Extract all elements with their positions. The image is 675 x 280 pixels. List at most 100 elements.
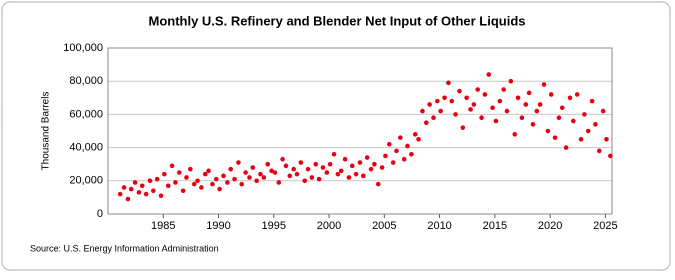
point (582, 112, 587, 117)
point (574, 92, 580, 97)
point (501, 87, 506, 92)
point (125, 196, 131, 202)
point (258, 171, 263, 177)
y-tick-label: 60,000 (69, 108, 103, 120)
point (313, 161, 319, 167)
point (571, 118, 576, 124)
point (298, 160, 304, 165)
point (398, 135, 403, 140)
point (420, 108, 425, 114)
point (147, 178, 153, 184)
point (117, 191, 123, 197)
point (173, 180, 178, 185)
point (302, 178, 308, 184)
plot-border (107, 47, 613, 215)
source: Source: U.S. Energy Information Administ… (30, 243, 219, 253)
point (214, 176, 219, 182)
point (482, 92, 488, 97)
point (457, 88, 462, 94)
point (254, 178, 259, 184)
point (556, 115, 562, 121)
point (541, 82, 547, 87)
point (294, 171, 300, 177)
point (545, 128, 551, 134)
point (383, 153, 388, 159)
point (604, 137, 609, 142)
point (327, 161, 333, 167)
point (128, 186, 134, 192)
point (468, 107, 473, 112)
point (357, 160, 363, 165)
point (401, 156, 407, 162)
point (464, 95, 469, 101)
y-tick-label: 40,000 (69, 142, 103, 154)
point (552, 135, 558, 140)
point (335, 171, 341, 177)
point (346, 175, 352, 180)
point (453, 112, 458, 117)
point (162, 171, 167, 177)
point (368, 166, 374, 172)
point (427, 102, 432, 107)
point (523, 102, 529, 107)
point (497, 98, 503, 104)
point (272, 170, 278, 175)
point (188, 166, 193, 172)
point (353, 171, 359, 177)
point (151, 188, 156, 194)
point (600, 108, 606, 114)
point (247, 175, 252, 180)
point (195, 178, 200, 184)
point (283, 163, 289, 169)
point (435, 98, 440, 104)
point (563, 145, 569, 150)
x-tick-label: 1995 (262, 220, 286, 232)
point (305, 166, 311, 172)
point (143, 191, 149, 197)
point (375, 181, 381, 187)
point (372, 161, 377, 167)
point (324, 170, 330, 175)
point (221, 173, 226, 179)
y-tick-label: 100,000 (63, 42, 103, 54)
point (412, 132, 418, 137)
point (446, 80, 451, 86)
x-tick-label: 2005 (372, 220, 396, 232)
point (261, 175, 267, 180)
y-tick-label: 20,000 (69, 175, 103, 187)
point (265, 161, 271, 167)
point (504, 108, 510, 114)
point (490, 105, 495, 111)
point (526, 90, 532, 96)
point (202, 171, 208, 177)
point (596, 148, 602, 154)
point (139, 183, 145, 189)
point (199, 185, 204, 190)
point (416, 137, 421, 142)
point (471, 102, 477, 107)
point (169, 163, 175, 169)
x-tick-label: 2000 (317, 220, 341, 232)
point (512, 132, 518, 137)
point (537, 102, 543, 107)
point (361, 173, 366, 179)
point (291, 166, 296, 172)
point (239, 181, 245, 187)
point (338, 168, 344, 174)
chart-title: Monthly U.S. Refinery and Blender Net In… (148, 13, 525, 28)
point (442, 95, 447, 101)
x-tick-label: 2025 (593, 220, 617, 232)
x-tick-label: 2015 (483, 220, 507, 232)
x-tick-label: 1990 (206, 220, 230, 232)
point (236, 160, 241, 165)
point (158, 193, 164, 199)
point (132, 180, 138, 185)
point (530, 122, 536, 127)
point (154, 176, 160, 182)
point (578, 137, 584, 142)
point (280, 156, 285, 162)
point (409, 151, 414, 157)
point (191, 181, 197, 187)
point (475, 87, 481, 92)
point (210, 181, 215, 187)
